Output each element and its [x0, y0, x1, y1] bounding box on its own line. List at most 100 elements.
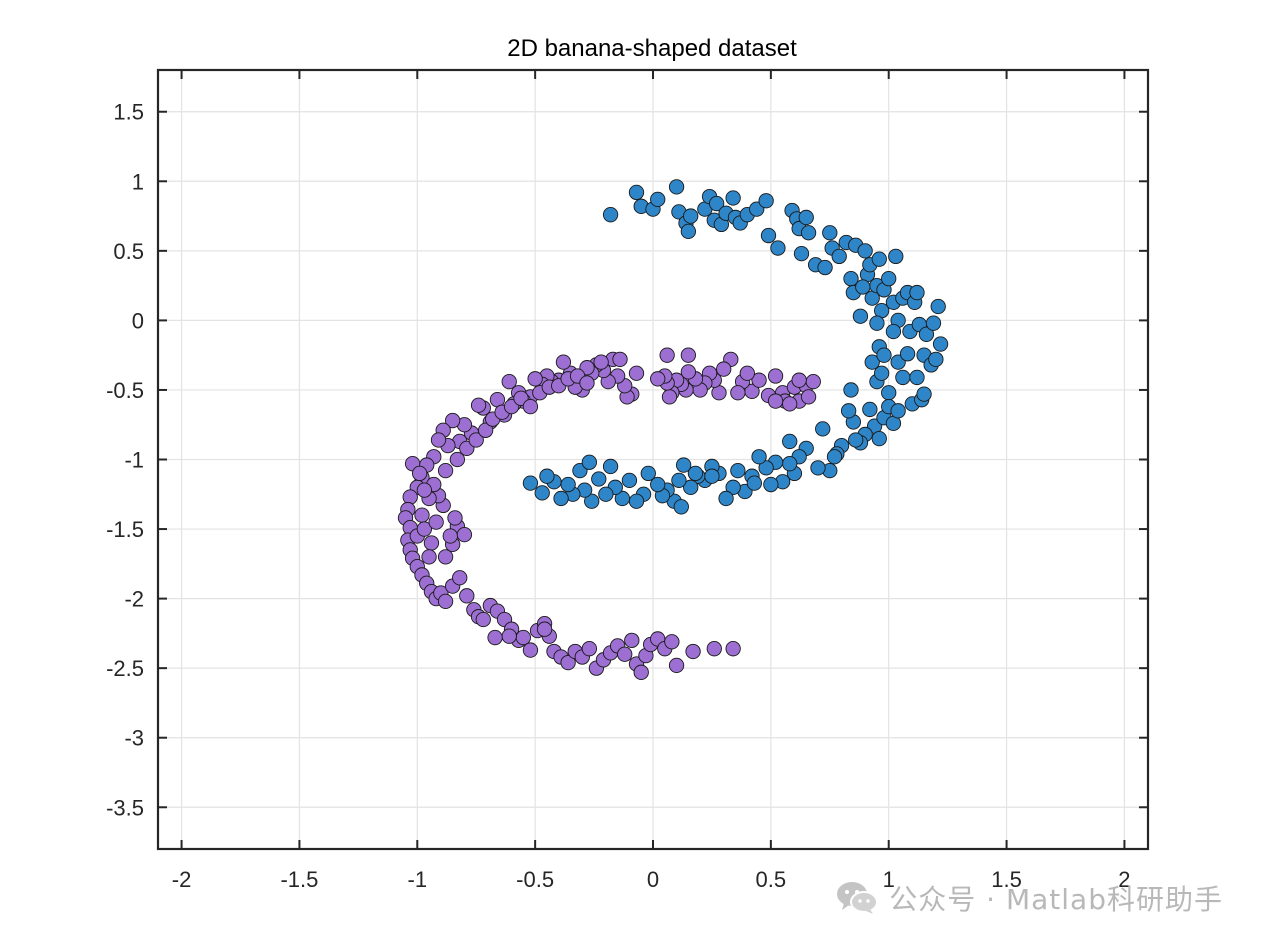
- data-point: [932, 336, 949, 352]
- data-point: [527, 371, 543, 387]
- x-tick-label: -0.5: [516, 867, 554, 892]
- data-point: [581, 454, 598, 470]
- data-point: [718, 490, 734, 507]
- data-point: [725, 190, 741, 206]
- data-point: [680, 364, 697, 380]
- data-point: [871, 251, 887, 267]
- data-point: [591, 471, 607, 487]
- data-point: [437, 462, 454, 479]
- data-point: [767, 368, 784, 384]
- x-tick-label: -2: [172, 867, 192, 892]
- data-point: [522, 398, 539, 415]
- data-point: [501, 373, 517, 390]
- data-point: [881, 385, 897, 401]
- data-point: [730, 462, 746, 479]
- data-point: [826, 449, 843, 465]
- data-point: [515, 629, 532, 646]
- data-point: [650, 476, 666, 493]
- data-point: [793, 245, 810, 262]
- data-point: [522, 475, 539, 491]
- data-point: [539, 468, 555, 484]
- x-tick-label: 0.5: [756, 867, 787, 892]
- data-point: [477, 422, 494, 438]
- data-point: [831, 248, 847, 265]
- data-point: [650, 371, 666, 387]
- data-point: [560, 476, 576, 493]
- data-point: [852, 308, 869, 324]
- data-point: [683, 479, 699, 495]
- data-point: [890, 403, 906, 419]
- x-tick-label: -1: [408, 867, 428, 892]
- data-point: [895, 369, 911, 386]
- y-tick-label: 1: [132, 169, 144, 194]
- data-point: [881, 271, 897, 287]
- data-point: [876, 347, 892, 363]
- data-point: [437, 549, 454, 565]
- y-tick-label: 0.5: [113, 239, 144, 264]
- data-point: [598, 486, 614, 502]
- data-point: [885, 323, 902, 340]
- data-point: [553, 490, 569, 507]
- data-point: [739, 365, 755, 381]
- data-point: [916, 386, 932, 402]
- chart-title: 2D banana-shaped dataset: [507, 35, 797, 62]
- data-point: [706, 641, 722, 657]
- data-point: [862, 401, 878, 418]
- data-point: [925, 315, 942, 331]
- data-point: [617, 646, 633, 662]
- data-point: [612, 351, 628, 367]
- data-point: [536, 621, 553, 637]
- data-point: [675, 457, 692, 473]
- x-tick-label: 2: [1118, 867, 1130, 892]
- data-point: [817, 259, 833, 276]
- data-point: [751, 449, 767, 465]
- data-point: [668, 657, 685, 674]
- data-point: [621, 472, 638, 489]
- data-point: [522, 642, 539, 658]
- data-point: [680, 347, 697, 363]
- data-point: [633, 664, 649, 680]
- data-point: [800, 225, 817, 241]
- y-tick-labels: 1.5 1 0.5 0 -0.5 -1 -1.5 -2 -2.5 -3 -3.5: [106, 100, 144, 821]
- data-point: [579, 375, 595, 391]
- data-point: [909, 369, 925, 386]
- data-point: [725, 641, 741, 657]
- data-point: [843, 382, 859, 398]
- data-point: [628, 493, 645, 509]
- data-point: [673, 499, 689, 515]
- data-point: [475, 611, 491, 628]
- data-point: [746, 475, 763, 491]
- data-point: [751, 372, 767, 388]
- y-tick-label: 0: [132, 308, 144, 333]
- data-point: [848, 432, 864, 448]
- x-tick-label: 1: [883, 867, 895, 892]
- data-point: [680, 223, 697, 240]
- data-point: [928, 351, 944, 367]
- data-point: [770, 240, 786, 256]
- data-point: [869, 315, 885, 331]
- data-point: [416, 521, 433, 537]
- data-point: [725, 479, 741, 495]
- data-point: [822, 225, 838, 241]
- data-point: [414, 507, 430, 523]
- data-point: [628, 184, 645, 201]
- x-tick-label: 1.5: [991, 867, 1022, 892]
- data-point: [593, 354, 609, 370]
- wechat-icon: [837, 882, 879, 914]
- y-tick-label: 1.5: [113, 100, 144, 125]
- data-point: [899, 346, 916, 362]
- data-point: [428, 514, 444, 530]
- data-point: [421, 549, 437, 565]
- data-point: [767, 393, 784, 409]
- data-point: [730, 385, 746, 401]
- data-point: [442, 528, 458, 544]
- data-point: [602, 458, 619, 475]
- data-point: [452, 570, 468, 586]
- data-point: [584, 493, 600, 509]
- data-point: [402, 489, 418, 505]
- data-point: [581, 641, 598, 657]
- data-point: [423, 535, 440, 551]
- data-point: [685, 643, 701, 660]
- y-tick-label: -2: [124, 587, 144, 612]
- data-point: [918, 326, 935, 342]
